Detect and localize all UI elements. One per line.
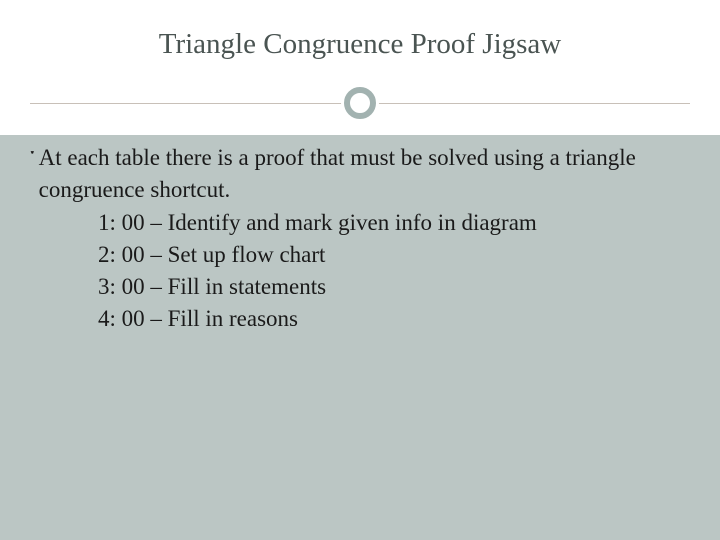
bullet-item: ་ At each table there is a proof that mu… xyxy=(30,142,690,205)
circle-decoration-wrap xyxy=(341,84,379,122)
content-body: ་ At each table there is a proof that mu… xyxy=(30,142,690,334)
step-item: 1: 00 – Identify and mark given info in … xyxy=(98,207,690,239)
steps-list: 1: 00 – Identify and mark given info in … xyxy=(98,207,690,334)
slide: Triangle Congruence Proof Jigsaw ་ At ea… xyxy=(0,0,720,540)
lead-text: At each table there is a proof that must… xyxy=(39,142,690,205)
slide-title: Triangle Congruence Proof Jigsaw xyxy=(0,28,720,61)
step-item: 2: 00 – Set up flow chart xyxy=(98,239,690,271)
step-item: 3: 00 – Fill in statements xyxy=(98,271,690,303)
bullet-icon: ་ xyxy=(30,144,35,174)
title-area: Triangle Congruence Proof Jigsaw xyxy=(0,0,720,135)
circle-icon xyxy=(344,87,376,119)
step-item: 4: 00 – Fill in reasons xyxy=(98,303,690,335)
